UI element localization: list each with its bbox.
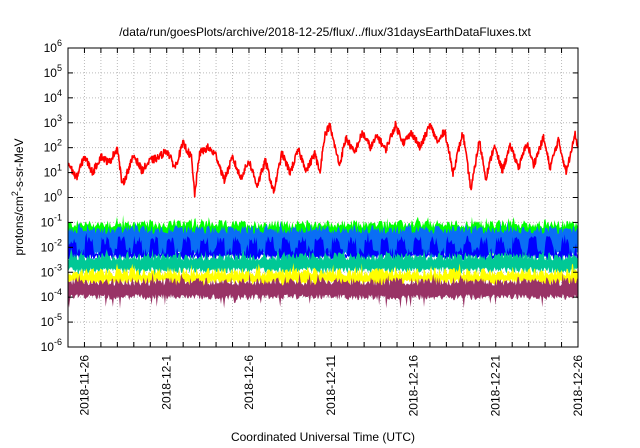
y-tick-label: 102 — [44, 138, 62, 155]
teal-channel-band — [68, 247, 578, 282]
y-tick-exponent: -1 — [54, 212, 62, 222]
y-tick-exponent: 6 — [57, 38, 62, 48]
x-axis-label: Coordinated Universal Time (UTC) — [231, 430, 415, 444]
grid-lines — [68, 48, 579, 347]
y-tick-base: 10 — [44, 191, 58, 205]
x-tick-label: 2018-12-16 — [406, 355, 420, 417]
y-tick-base: 10 — [41, 340, 55, 354]
band-series — [68, 215, 578, 309]
y-tick-base: 10 — [44, 116, 58, 130]
y-tick-exponent: 0 — [57, 188, 62, 198]
y-tick-exponent: 5 — [57, 63, 62, 73]
y-tick-label: 100 — [44, 188, 62, 205]
y-tick-label: 10-5 — [41, 312, 62, 329]
y-tick-exponent: 4 — [57, 88, 62, 98]
y-axis-label-rest: -s-sr-MeV — [12, 138, 26, 191]
y-tick-base: 10 — [44, 41, 58, 55]
y-tick-label: 101 — [44, 163, 62, 180]
y-tick-exponent: -4 — [54, 287, 62, 297]
line-series — [67, 120, 579, 198]
y-tick-exponent: 3 — [57, 113, 62, 123]
x-tick-label: 2018-12-11 — [324, 355, 338, 416]
x-tick-label: 2018-12-6 — [242, 355, 256, 410]
blue-channel-band — [68, 232, 578, 269]
x-tick-label: 2018-12-21 — [489, 355, 503, 417]
y-tick-exponent: -5 — [54, 312, 62, 322]
x-axis-ticks: 2018-11-26 2018-12-1 2018-12-6 2018-12-11 20… — [77, 48, 585, 416]
y-tick-base: 10 — [41, 315, 55, 329]
y-tick-label: 105 — [44, 63, 62, 80]
y-tick-base: 10 — [41, 290, 55, 304]
y-tick-base: 10 — [44, 66, 58, 80]
y-tick-base: 10 — [41, 265, 55, 279]
y-tick-base: 10 — [44, 141, 58, 155]
x-tick-label: 2018-12-26 — [571, 355, 585, 417]
y-axis-ticks: 10610510410310210110010-110-210-310-410-… — [41, 38, 578, 354]
y-tick-label: 10-2 — [41, 237, 62, 254]
y-tick-label: 10-1 — [41, 212, 62, 229]
y-axis-label: protons/cm2-s-sr-MeV — [10, 138, 26, 255]
y-tick-label: 10-3 — [41, 262, 62, 279]
x-tick-label: 2018-11-26 — [77, 355, 91, 416]
y-tick-label: 10-6 — [41, 337, 62, 354]
chart-title: /data/run/goesPlots/archive/2018-12-25/f… — [119, 25, 531, 39]
red-channel-line — [67, 120, 579, 198]
x-tick-label: 2018-12-1 — [160, 355, 174, 410]
y-tick-exponent: -2 — [54, 237, 62, 247]
y-tick-exponent: 2 — [57, 138, 62, 148]
y-axis-label-sup: 2 — [10, 191, 20, 196]
y-tick-base: 10 — [41, 215, 55, 229]
y-tick-base: 10 — [44, 166, 58, 180]
purple-channel-band — [68, 272, 578, 309]
y-tick-exponent: -6 — [54, 337, 62, 347]
y-tick-label: 103 — [44, 113, 62, 130]
y-tick-label: 106 — [44, 38, 62, 55]
y-tick-base: 10 — [41, 240, 55, 254]
y-tick-label: 104 — [44, 88, 62, 105]
y-tick-exponent: -3 — [54, 262, 62, 272]
y-axis-label-main: protons/cm — [12, 196, 26, 255]
y-tick-exponent: 1 — [57, 163, 62, 173]
y-tick-base: 10 — [44, 91, 58, 105]
y-tick-label: 10-4 — [41, 287, 62, 304]
